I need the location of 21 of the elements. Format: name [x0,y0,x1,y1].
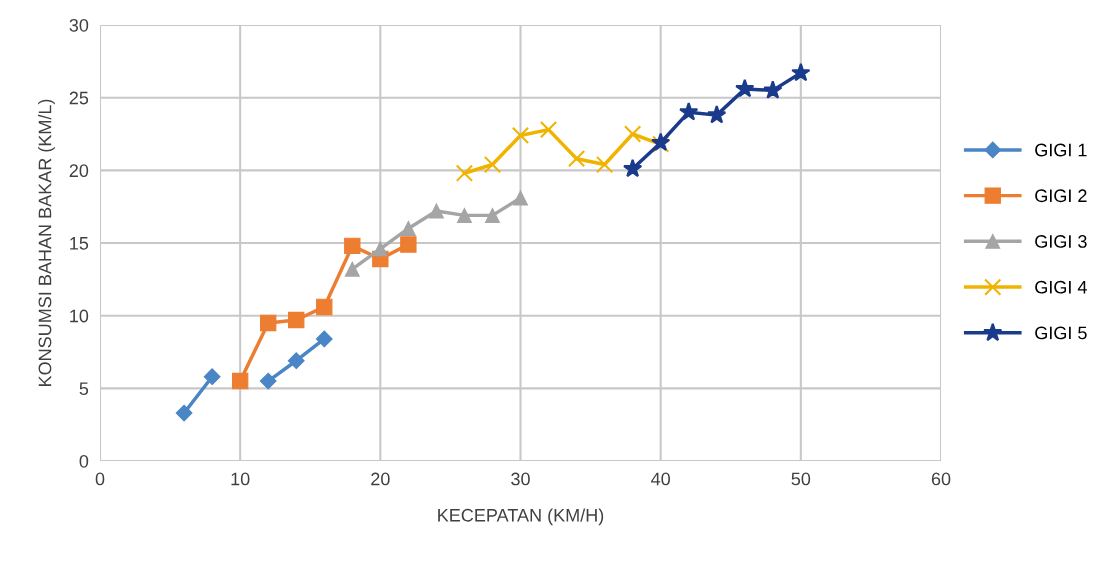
y-tick-label: 25 [69,91,89,105]
legend-label: GIGI 5 [1035,326,1087,340]
x-tick-label: 30 [511,472,530,486]
legend-label: GIGI 1 [1035,143,1087,157]
y-tick-label: 15 [70,237,89,250]
x-tick-label: 10 [231,472,250,486]
y-axis-title: KONSUMSI BAHAN BAKAR (KM/L) [38,99,55,386]
y-tick-label: 0 [79,454,89,468]
y-tick-label: 30 [69,18,89,32]
legend-label: GIGI 3 [1035,235,1087,248]
legend-label: GIGI 4 [1035,280,1087,294]
x-axis-title: KECEPATAN (KM/H) [438,508,604,526]
y-tick-label: 10 [70,309,89,323]
x-tick-label: 50 [791,472,811,486]
x-tick-label: 60 [931,472,951,486]
x-tick-label: 0 [95,472,105,486]
legend-label: GIGI 2 [1035,189,1087,203]
x-tick-label: 20 [371,472,390,486]
y-tick-label: 5 [79,382,89,396]
y-tick-label: 20 [69,164,89,178]
x-tick-label: 40 [651,472,670,486]
